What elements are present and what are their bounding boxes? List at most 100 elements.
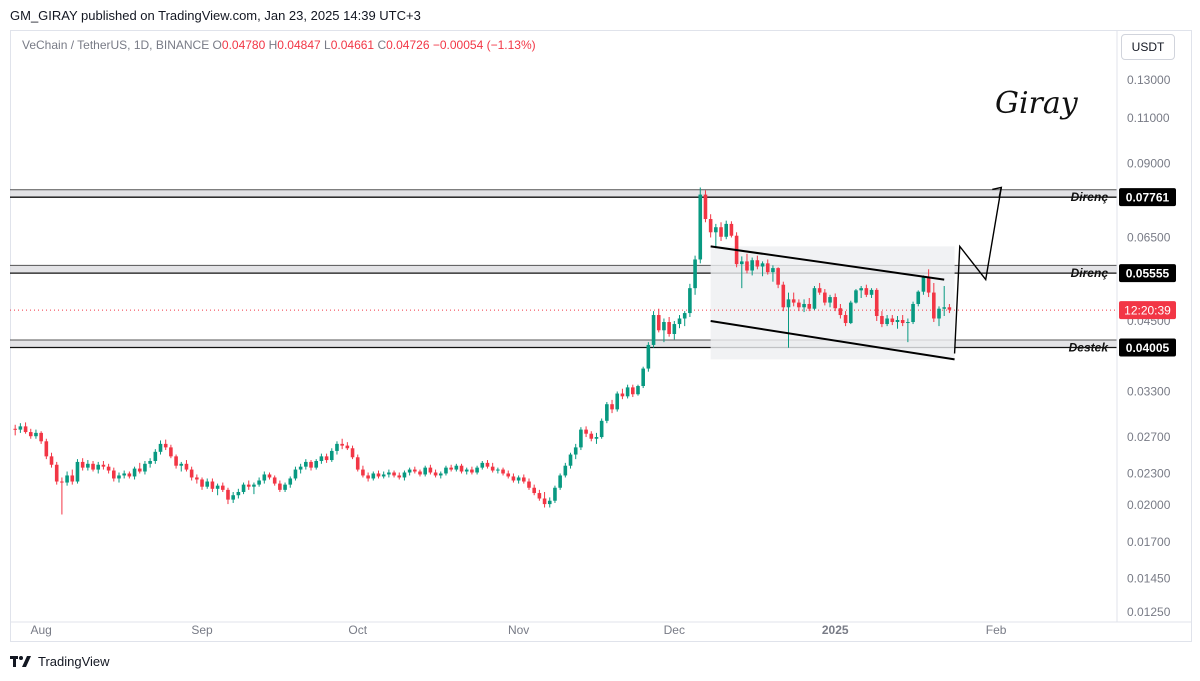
candle — [797, 299, 801, 312]
candle — [96, 461, 101, 474]
axis-layer: 0.130000.110000.090000.065000.045000.033… — [11, 31, 1191, 637]
projection-path[interactable] — [953, 187, 1002, 354]
candle-body — [304, 461, 308, 467]
candle — [516, 475, 521, 484]
candle-body — [215, 485, 220, 489]
candle-body — [496, 469, 500, 471]
footer-brand: TradingView — [38, 654, 110, 669]
candle — [86, 460, 90, 471]
candle-body — [869, 289, 874, 295]
candle — [407, 467, 412, 476]
candle — [278, 480, 282, 492]
candle — [911, 301, 915, 325]
candle-body — [859, 288, 863, 291]
candle-body — [812, 288, 817, 309]
candle-body — [802, 303, 806, 308]
candle-body — [838, 308, 843, 316]
candle — [480, 460, 485, 470]
open-value: 0.04780 — [221, 38, 266, 52]
candle-body — [584, 429, 588, 434]
x-tick-label: Oct — [348, 623, 367, 637]
candle-body — [60, 481, 64, 483]
y-tick-label: 0.11000 — [1127, 111, 1170, 125]
candle — [143, 460, 147, 475]
candle-body — [329, 450, 334, 461]
candle — [314, 459, 319, 470]
candle — [703, 190, 708, 223]
candle — [44, 438, 49, 460]
candle — [745, 253, 749, 274]
candle — [91, 460, 95, 472]
candle — [937, 306, 941, 327]
candle — [298, 463, 303, 474]
y-tick-label: 0.01700 — [1127, 535, 1171, 549]
candle — [916, 290, 921, 307]
candle-body — [693, 259, 697, 289]
candle-body — [490, 466, 495, 471]
zone-0 — [10, 189, 1117, 198]
candle-body — [724, 223, 729, 237]
candle-body — [558, 475, 562, 488]
x-tick-label: Nov — [508, 623, 529, 637]
x-tick-label: Aug — [30, 623, 51, 637]
channel-upper-line[interactable] — [710, 245, 945, 281]
candle-body — [854, 290, 858, 303]
high-key: H — [268, 38, 278, 52]
candle-body — [101, 464, 106, 467]
candle — [65, 471, 69, 486]
candle-body — [179, 463, 184, 466]
candle-body — [413, 469, 417, 472]
candle-body — [926, 277, 931, 293]
candle-body — [96, 464, 101, 470]
candle-body — [843, 315, 848, 324]
level-label-1: Direnç — [1071, 266, 1109, 280]
candle-body — [49, 456, 54, 465]
candle — [651, 311, 656, 348]
candle — [257, 477, 261, 487]
candle — [137, 462, 142, 474]
candle-body — [781, 284, 786, 308]
candle-body — [672, 324, 677, 334]
candle-body — [791, 299, 796, 303]
candle-body — [127, 473, 132, 477]
y-tick-label: 0.02700 — [1127, 430, 1171, 444]
currency-button[interactable]: USDT — [1121, 34, 1175, 60]
channel-lower-line[interactable] — [710, 320, 955, 361]
footer: TradingView — [10, 654, 110, 669]
candle — [184, 460, 189, 472]
candle — [449, 464, 453, 472]
candle-body — [226, 489, 230, 500]
candle-body — [719, 227, 723, 237]
y-tick-label: 0.01250 — [1127, 605, 1171, 619]
candle — [418, 469, 422, 477]
candle-body — [480, 462, 485, 468]
candle — [117, 472, 121, 483]
zone-1 — [10, 265, 1117, 274]
candle — [506, 470, 511, 479]
candle — [101, 460, 106, 470]
candle — [714, 223, 718, 249]
candle — [454, 463, 459, 472]
candle — [355, 454, 360, 472]
candle-body — [454, 465, 459, 470]
candle-body — [874, 289, 879, 317]
candle-body — [765, 263, 770, 273]
candle — [584, 426, 588, 438]
candle-body — [833, 297, 838, 309]
candle-body — [122, 473, 126, 476]
symbol-label[interactable]: VeChain / TetherUS, 1D, BINANCE — [22, 38, 210, 52]
candle — [869, 288, 874, 298]
candle-body — [402, 472, 407, 478]
x-tick-label: Feb — [986, 623, 1007, 637]
candle — [13, 424, 17, 436]
candle — [49, 452, 54, 468]
candle-body — [615, 393, 620, 410]
candle — [18, 423, 23, 433]
candle — [786, 292, 791, 348]
candle-body — [319, 456, 324, 461]
candle — [921, 275, 926, 295]
level-value-2: 0.04005 — [1126, 341, 1170, 355]
candle-body — [947, 307, 952, 310]
candle-body — [698, 194, 703, 260]
